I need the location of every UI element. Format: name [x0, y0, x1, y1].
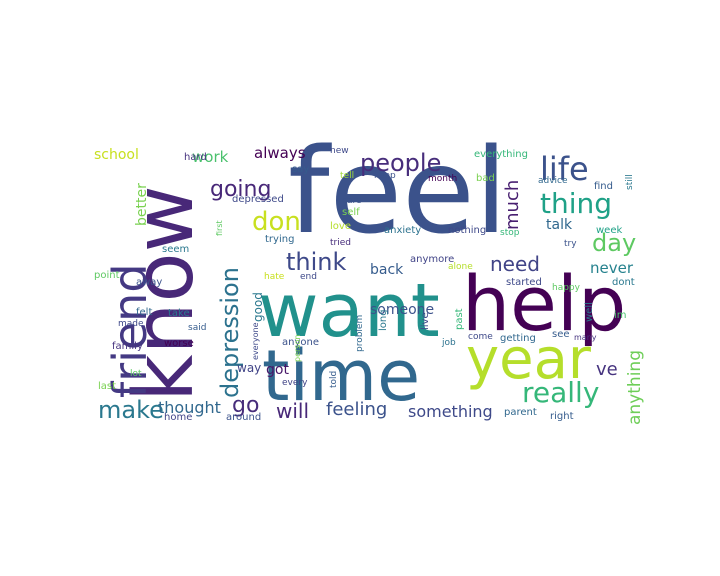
- word-will: will: [276, 399, 309, 423]
- word-past: past: [454, 308, 465, 330]
- word-everything: everything: [474, 149, 528, 160]
- word-every: every: [282, 378, 308, 388]
- word-year: year: [466, 327, 592, 392]
- word-advice: advice: [538, 176, 568, 186]
- word-school: school: [94, 147, 139, 163]
- word-self: self: [342, 207, 360, 218]
- word-go: go: [232, 393, 259, 418]
- word-help: help: [462, 259, 626, 348]
- word-happy: happy: [552, 283, 581, 293]
- word-find: find: [594, 181, 613, 192]
- word-week: week: [596, 225, 622, 236]
- word-people: people: [360, 149, 441, 177]
- word-felt: felt: [136, 307, 152, 318]
- word-lot: lot: [130, 369, 142, 379]
- word-first: first: [215, 220, 224, 236]
- word-take: take: [168, 308, 190, 319]
- word-well: well: [584, 302, 595, 322]
- word-around: around: [226, 412, 261, 423]
- word-right: right: [550, 411, 574, 422]
- word-hate: hate: [264, 272, 285, 282]
- word-tell: tell: [340, 171, 354, 181]
- word-point: point: [94, 270, 120, 281]
- word-care: care: [342, 196, 362, 206]
- word-parent: parent: [504, 407, 537, 418]
- word-family: family: [112, 341, 143, 352]
- word-thought: thought: [158, 398, 221, 417]
- word-something: something: [408, 402, 493, 421]
- word-know: know: [117, 185, 212, 402]
- word-someone: someone: [370, 302, 434, 318]
- word-try: try: [564, 239, 577, 249]
- word-home: home: [164, 412, 192, 423]
- word-day: day: [592, 229, 636, 257]
- word-bad: bad: [476, 173, 495, 184]
- word-much: much: [502, 180, 523, 230]
- word-worse: worse: [164, 338, 194, 349]
- word-love: love: [330, 221, 351, 232]
- word-getting: getting: [500, 333, 536, 344]
- word-life: life: [540, 150, 589, 188]
- word-person: person: [293, 335, 302, 362]
- word-anything: anything: [625, 350, 645, 425]
- word-need: need: [490, 252, 540, 276]
- word-last: last: [98, 381, 116, 392]
- word-good: good: [251, 292, 265, 322]
- word-depressed: depressed: [232, 194, 284, 205]
- word-end: end: [300, 272, 317, 282]
- word-got: got: [266, 362, 289, 378]
- word-seem: seem: [162, 244, 189, 255]
- word-dont: dont: [612, 277, 635, 288]
- word-really: really: [522, 376, 599, 409]
- word-better: better: [134, 183, 150, 226]
- word-im: im: [614, 310, 627, 321]
- word-anyone: anyone: [282, 337, 319, 348]
- word-stop: stop: [500, 228, 520, 238]
- word-work: work: [192, 148, 229, 166]
- word-don: don: [252, 207, 301, 237]
- word-think: think: [286, 248, 347, 276]
- word-problem: problem: [355, 315, 365, 352]
- word-away: away: [136, 277, 162, 288]
- word-going: going: [210, 177, 271, 202]
- word-make: make: [98, 396, 164, 424]
- word-hard: hard: [184, 152, 207, 163]
- word-say: say: [292, 164, 309, 175]
- word-nothing: nothing: [448, 225, 486, 236]
- word-anxiety: anxiety: [384, 225, 421, 236]
- word-talk: talk: [546, 217, 573, 233]
- word-new: new: [330, 146, 349, 156]
- word-alone: alone: [448, 262, 473, 272]
- word-tried: tried: [330, 238, 351, 248]
- word-month: month: [428, 174, 457, 184]
- word-never: never: [590, 259, 634, 277]
- word-keep: keep: [374, 171, 396, 181]
- word-anymore: anymore: [410, 254, 454, 265]
- word-still: still: [625, 174, 635, 190]
- word-everyone: everyone: [251, 322, 260, 360]
- word-ve: ve: [596, 359, 618, 380]
- word-come: come: [468, 332, 493, 342]
- word-thing: thing: [540, 187, 612, 220]
- word-depression: depression: [216, 267, 244, 398]
- word-always: always: [254, 144, 306, 162]
- word-want: want: [258, 268, 440, 354]
- word-started: started: [506, 277, 542, 288]
- word-friend: friend: [103, 263, 157, 398]
- word-feeling: feeling: [326, 399, 387, 420]
- word-made: made: [118, 319, 144, 329]
- word-long: long: [378, 309, 389, 331]
- word-told: told: [329, 371, 339, 388]
- word-time: time: [262, 335, 420, 417]
- word-job: job: [441, 338, 456, 348]
- word-feel: feel: [288, 122, 508, 260]
- word-live: live: [420, 312, 431, 330]
- word-see: see: [552, 329, 570, 340]
- word-way: way: [237, 361, 261, 375]
- word-many: many: [574, 333, 597, 342]
- word-said: said: [188, 323, 206, 333]
- word-back: back: [370, 262, 404, 278]
- word-trying: trying: [265, 234, 294, 245]
